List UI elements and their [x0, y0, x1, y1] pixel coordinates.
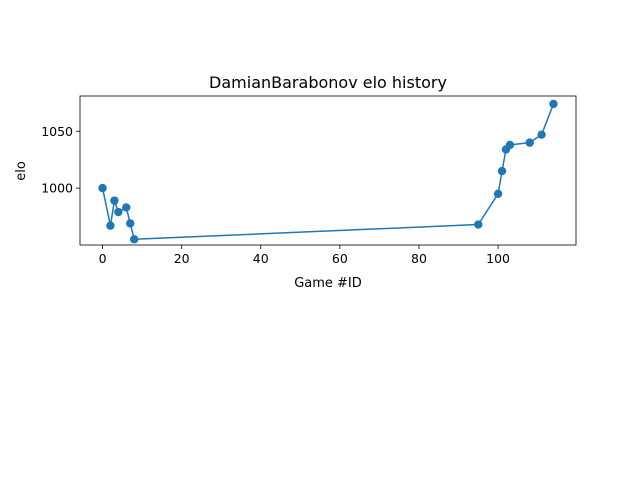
data-point	[110, 196, 119, 205]
data-point	[106, 221, 115, 230]
x-tick-label: 0	[99, 251, 107, 266]
data-point	[549, 99, 558, 109]
y-tick-label: 1000	[41, 181, 73, 196]
x-axis-label: Game #ID	[294, 276, 362, 291]
data-point	[122, 203, 131, 212]
chart-title: DamianBarabonov elo history	[209, 73, 447, 92]
y-axis-label: elo	[14, 161, 29, 181]
x-tick-label: 80	[411, 251, 427, 266]
plot-area: 0 20 40 60 80 100 1000 1050	[41, 95, 577, 266]
data-point	[497, 166, 507, 176]
data-point	[129, 235, 139, 244]
data-point	[474, 220, 483, 229]
x-tick-label: 60	[332, 251, 348, 266]
plot-frame	[79, 95, 577, 246]
data-point	[126, 219, 135, 228]
data-point	[505, 140, 515, 150]
data-point	[114, 207, 123, 217]
data-point	[537, 130, 546, 139]
y-tick-label: 1050	[41, 124, 73, 139]
data-point	[525, 138, 534, 147]
x-tick-label: 40	[253, 251, 269, 266]
data-point	[98, 183, 107, 193]
x-tick-label: 20	[174, 251, 190, 266]
x-tick-label: 100	[486, 251, 510, 266]
data-point	[493, 189, 503, 199]
